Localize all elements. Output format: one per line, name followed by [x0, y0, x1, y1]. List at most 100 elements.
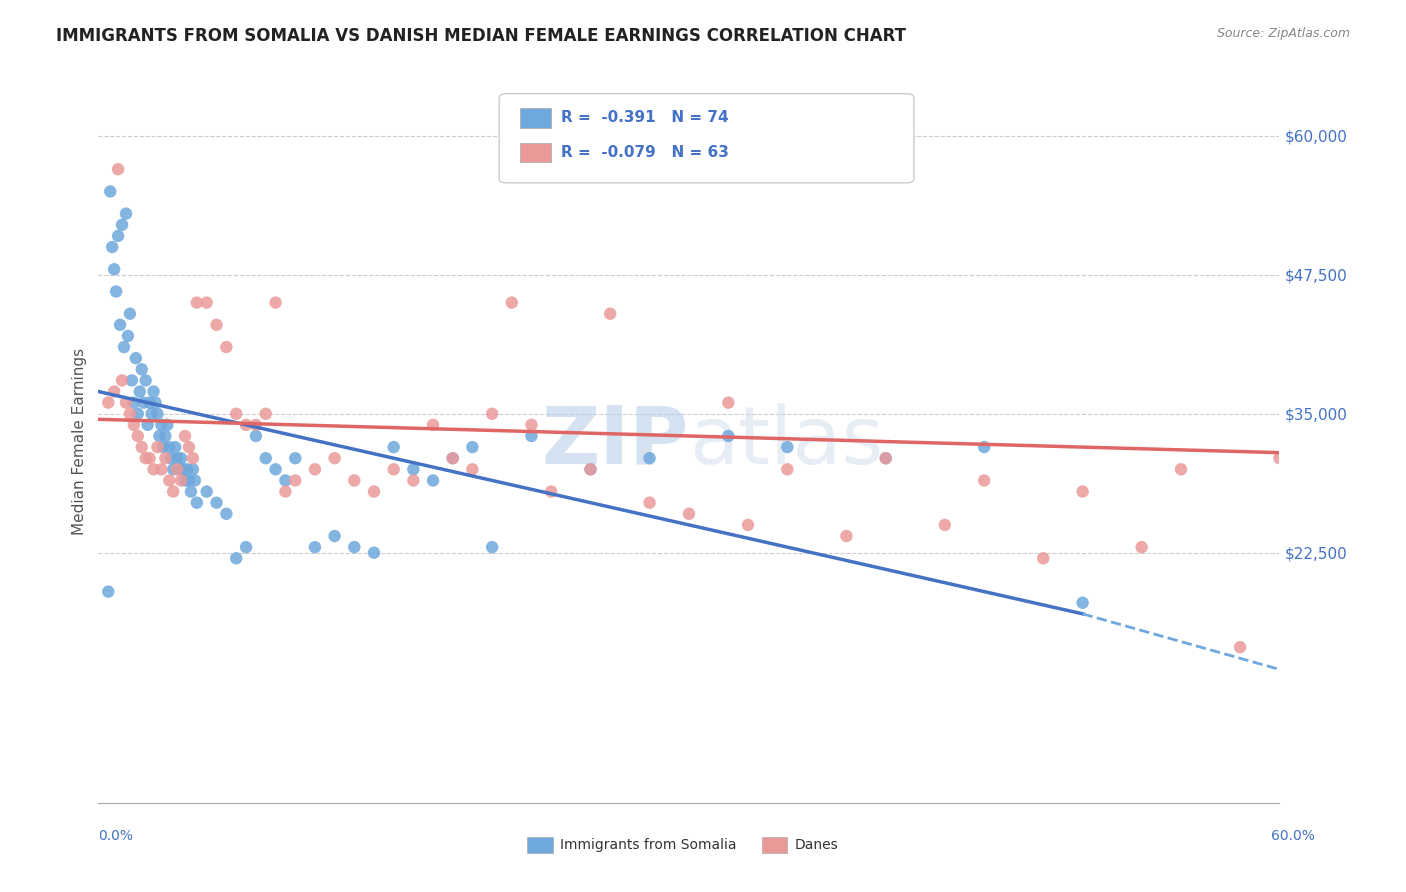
Text: Source: ZipAtlas.com: Source: ZipAtlas.com	[1216, 27, 1350, 40]
Point	[1170, 462, 1192, 476]
Point	[165, 440, 187, 454]
Point	[162, 484, 184, 499]
Point	[170, 451, 193, 466]
Point	[146, 440, 169, 454]
Point	[540, 484, 562, 499]
Point	[284, 451, 307, 466]
Point	[150, 462, 173, 476]
Text: Danes: Danes	[794, 838, 838, 852]
Point	[274, 474, 297, 488]
Point	[186, 496, 208, 510]
Point	[382, 462, 405, 476]
Point	[638, 496, 661, 510]
Point	[717, 429, 740, 443]
Point	[195, 295, 218, 310]
Point	[98, 185, 121, 199]
Point	[1071, 596, 1094, 610]
Point	[172, 462, 194, 476]
Text: ZIP: ZIP	[541, 402, 689, 481]
Point	[156, 417, 179, 432]
Text: Immigrants from Somalia: Immigrants from Somalia	[560, 838, 737, 852]
Point	[107, 228, 129, 243]
Point	[157, 440, 180, 454]
Point	[235, 540, 257, 554]
Point	[115, 207, 138, 221]
Point	[160, 451, 183, 466]
Point	[162, 462, 184, 476]
Point	[181, 462, 204, 476]
Point	[107, 162, 129, 177]
Point	[501, 295, 523, 310]
Point	[105, 285, 128, 299]
Point	[97, 584, 120, 599]
Point	[461, 462, 484, 476]
Point	[195, 484, 218, 499]
Point	[135, 451, 157, 466]
Point	[245, 417, 267, 432]
Point	[520, 417, 543, 432]
Point	[323, 529, 346, 543]
Point	[111, 218, 134, 232]
Point	[343, 474, 366, 488]
Point	[481, 540, 503, 554]
Point	[131, 362, 153, 376]
Point	[215, 340, 238, 354]
Point	[108, 318, 131, 332]
Point	[121, 373, 143, 387]
Point	[174, 474, 197, 488]
Point	[638, 451, 661, 466]
Point	[1071, 484, 1094, 499]
Point	[152, 440, 174, 454]
Point	[323, 451, 346, 466]
Point	[155, 451, 177, 466]
Text: atlas: atlas	[689, 402, 883, 481]
Point	[264, 462, 287, 476]
Point	[146, 407, 169, 421]
Point	[254, 451, 277, 466]
Point	[402, 474, 425, 488]
Point	[127, 429, 149, 443]
Point	[125, 351, 148, 366]
Text: IMMIGRANTS FROM SOMALIA VS DANISH MEDIAN FEMALE EARNINGS CORRELATION CHART: IMMIGRANTS FROM SOMALIA VS DANISH MEDIAN…	[56, 27, 907, 45]
Point	[215, 507, 238, 521]
Point	[402, 462, 425, 476]
Point	[481, 407, 503, 421]
Point	[177, 440, 200, 454]
Point	[973, 440, 995, 454]
Text: 60.0%: 60.0%	[1271, 829, 1315, 843]
Point	[304, 462, 326, 476]
Point	[155, 429, 177, 443]
Point	[776, 462, 799, 476]
Point	[1268, 451, 1291, 466]
Point	[678, 507, 700, 521]
Point	[1032, 551, 1054, 566]
Point	[141, 407, 163, 421]
Point	[135, 373, 157, 387]
Point	[150, 417, 173, 432]
Point	[363, 484, 385, 499]
Point	[737, 517, 759, 532]
Point	[166, 462, 188, 476]
Point	[170, 474, 193, 488]
Point	[284, 474, 307, 488]
Point	[118, 307, 141, 321]
Point	[1130, 540, 1153, 554]
Point	[148, 429, 170, 443]
Point	[1229, 640, 1251, 655]
Point	[225, 407, 247, 421]
Point	[122, 395, 145, 409]
Point	[520, 429, 543, 443]
Point	[138, 395, 160, 409]
Point	[579, 462, 602, 476]
Point	[157, 474, 180, 488]
Point	[422, 417, 444, 432]
Text: R =  -0.079   N = 63: R = -0.079 N = 63	[561, 145, 728, 160]
Point	[128, 384, 150, 399]
Point	[382, 440, 405, 454]
Point	[101, 240, 124, 254]
Point	[274, 484, 297, 499]
Point	[875, 451, 897, 466]
Point	[111, 373, 134, 387]
Point	[599, 307, 621, 321]
Point	[441, 451, 464, 466]
